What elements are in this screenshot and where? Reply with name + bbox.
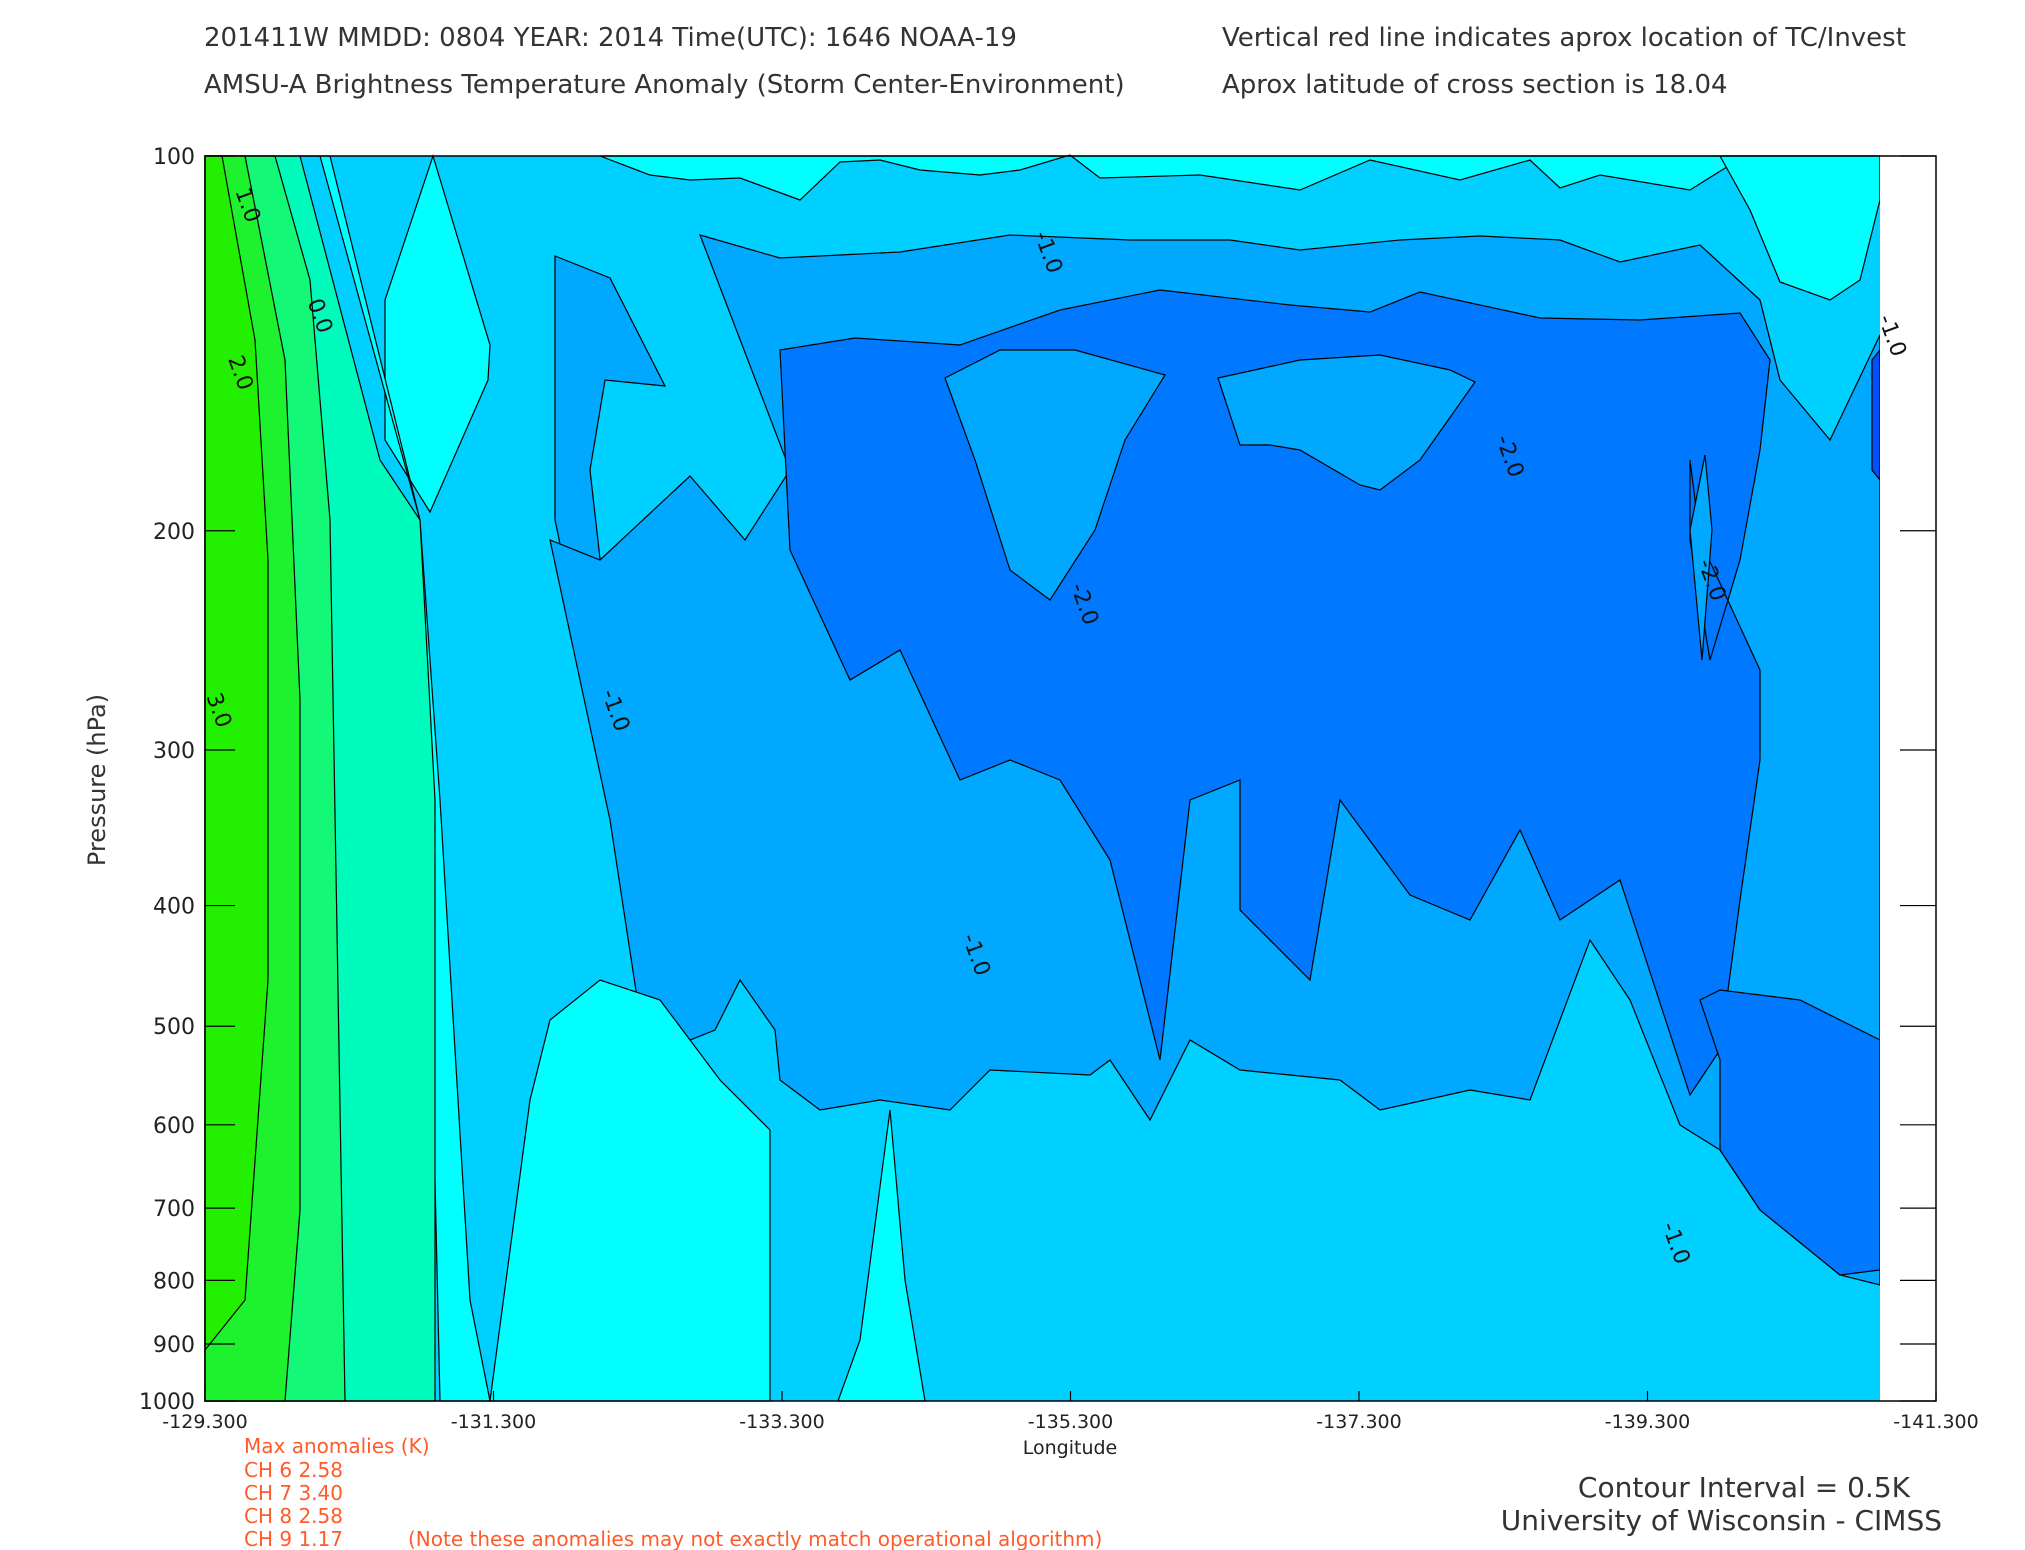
x-tick-label: -129.300 xyxy=(162,1411,247,1433)
header-line2: AMSU-A Brightness Temperature Anomaly (S… xyxy=(204,70,1125,100)
y-tick-label: 500 xyxy=(153,1015,195,1040)
y-axis: 100 200 300 400 500 600 700 800 900 1000 xyxy=(139,145,1936,1415)
y-tick-label: 900 xyxy=(153,1333,195,1358)
anomaly-row: CH 7 3.40 xyxy=(244,1481,343,1505)
contour-interval: Contour Interval = 0.5K xyxy=(1578,1471,1911,1504)
credit: University of Wisconsin - CIMSS xyxy=(1501,1504,1942,1537)
anomaly-title: Max anomalies (K) xyxy=(244,1434,430,1458)
x-axis: -129.300 -131.300 -133.300 -135.300 -137.300… xyxy=(162,1391,1979,1433)
x-tick-label: -139.300 xyxy=(1605,1411,1690,1433)
y-tick-label: 300 xyxy=(153,739,195,764)
y-tick-label: 100 xyxy=(153,145,195,170)
field-hole-c xyxy=(1689,454,1713,661)
field-nodata-strip xyxy=(1880,156,1936,1401)
field-neg25-c xyxy=(1871,348,1881,482)
x-axis-label: Longitude xyxy=(1023,1437,1118,1459)
header-line1: 201411W MMDD: 0804 YEAR: 2014 Time(UTC):… xyxy=(204,23,1017,53)
field-neg2-lower xyxy=(1699,989,1881,1276)
anomaly-row: CH 8 2.58 xyxy=(244,1504,343,1528)
y-axis-label: Pressure (hPa) xyxy=(83,694,111,866)
y-tick-label: 700 xyxy=(153,1197,195,1222)
x-tick-label: -131.300 xyxy=(451,1411,536,1433)
plot-area: 1.00.02.03.0-1.0-1.0-1.0-2.0-2.0-2.0-1.0… xyxy=(201,154,1937,1402)
field-cyan-diamond xyxy=(384,154,491,514)
x-tick-label: -141.300 xyxy=(1893,1411,1978,1433)
header-right1: Vertical red line indicates aprox locati… xyxy=(1222,23,1906,53)
field-neg0-bottom-a xyxy=(489,979,771,1402)
field-neg0-left xyxy=(300,155,491,1402)
anomaly-note: (Note these anomalies may not exactly ma… xyxy=(408,1527,1102,1550)
anomaly-row: CH 6 2.58 xyxy=(244,1458,343,1482)
anomaly-row: CH 9 1.17 xyxy=(244,1527,343,1550)
y-tick-label: 800 xyxy=(153,1269,195,1294)
x-tick-label: -137.300 xyxy=(1316,1411,1401,1433)
field-hole-b xyxy=(1217,354,1476,491)
y-tick-label: 200 xyxy=(153,520,195,545)
anomaly-block: Max anomalies (K) CH 6 2.58 CH 7 3.40 CH… xyxy=(244,1434,1102,1550)
y-tick-label: 400 xyxy=(153,895,195,920)
field-hole-a xyxy=(944,349,1166,601)
y-tick-label: 1000 xyxy=(139,1390,195,1415)
x-tick-label: -135.300 xyxy=(1028,1411,1113,1433)
field-pos3 xyxy=(204,155,269,1352)
x-tick-label: -133.300 xyxy=(739,1411,824,1433)
y-tick-label: 600 xyxy=(153,1114,195,1139)
header-right2: Aprox latitude of cross section is 18.04 xyxy=(1222,70,1728,100)
